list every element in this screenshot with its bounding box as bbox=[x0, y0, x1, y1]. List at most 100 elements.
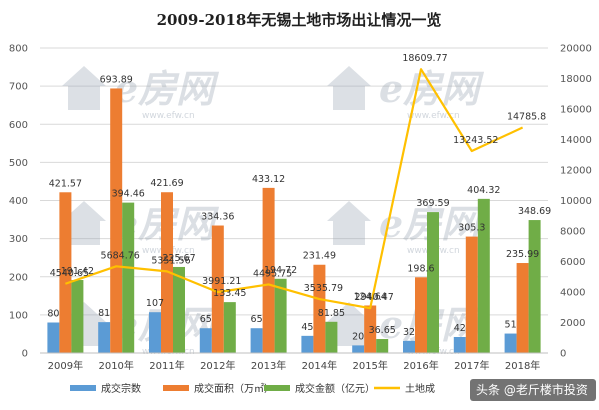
bar-2-2015年 bbox=[364, 305, 377, 353]
data-label: 65 bbox=[251, 314, 263, 325]
bar-1-2018年 bbox=[504, 333, 517, 353]
data-label: 20 bbox=[352, 331, 364, 342]
y-right-tick-label: 4000 bbox=[560, 288, 585, 299]
bar-1-2016年 bbox=[403, 340, 415, 353]
data-label: 235.99 bbox=[506, 249, 539, 260]
axes-layer: 0100200300400500600700800020004000600080… bbox=[9, 44, 592, 373]
y-right-tick-label: 2000 bbox=[560, 318, 585, 329]
bar-2-2009年 bbox=[59, 192, 72, 353]
bar-2-2010年 bbox=[110, 88, 123, 353]
bar-1-2009年 bbox=[47, 322, 60, 353]
data-label: 81.85 bbox=[318, 308, 345, 319]
y-left-tick-label: 600 bbox=[9, 120, 28, 131]
legend-swatch bbox=[264, 385, 290, 391]
bar-2-2017年 bbox=[465, 236, 478, 353]
bar-3-2014年 bbox=[325, 321, 338, 353]
data-label: 231.49 bbox=[303, 251, 336, 262]
legend-entry: 成交金额（亿元） bbox=[295, 382, 375, 395]
badge-text: 头条 @老斤楼市投资 bbox=[476, 382, 588, 397]
line-series bbox=[65, 68, 524, 310]
bar-3-2018年 bbox=[528, 220, 541, 353]
x-tick-label: 2017年 bbox=[454, 359, 489, 372]
watermark-url: www.efw.cn bbox=[142, 111, 195, 121]
y-right-tick-label: 6000 bbox=[560, 257, 585, 268]
watermark-logo-text: e房网 bbox=[114, 66, 219, 111]
bar-1-2017年 bbox=[453, 336, 466, 353]
x-tick-label: 2012年 bbox=[200, 359, 235, 372]
y-right-tick-label: 10000 bbox=[560, 196, 592, 207]
data-label: 14785.8 bbox=[507, 112, 546, 123]
x-tick-label: 2014年 bbox=[302, 359, 337, 372]
y-left-tick-label: 100 bbox=[9, 310, 28, 321]
data-label: 124.64 bbox=[354, 291, 387, 302]
watermark-logo-text: e房网 bbox=[379, 66, 484, 111]
bar-1-2011年 bbox=[149, 312, 161, 353]
data-label: 36.65 bbox=[369, 325, 396, 336]
house-icon bbox=[62, 201, 106, 245]
x-tick-label: 2009年 bbox=[48, 359, 83, 372]
data-label: 81 bbox=[98, 308, 110, 319]
data-label: 191.42 bbox=[61, 266, 94, 277]
bar-3-2013年 bbox=[274, 278, 287, 353]
bar-1-2010年 bbox=[98, 322, 111, 353]
y-right-tick-label: 0 bbox=[560, 349, 566, 360]
bar-3-2011年 bbox=[173, 266, 185, 353]
y-left-tick-label: 0 bbox=[22, 349, 28, 360]
y-right-tick-label: 18000 bbox=[560, 74, 592, 85]
data-label: 51 bbox=[505, 320, 517, 331]
data-label: 225.67 bbox=[162, 253, 195, 264]
chart-title: 2009-2018年无锡土地市场出让情况一览 bbox=[157, 11, 442, 29]
y-left-tick-label: 300 bbox=[9, 234, 28, 245]
bar-2-2013年 bbox=[262, 187, 275, 353]
data-label: 348.69 bbox=[518, 206, 551, 217]
bar-2-2012年 bbox=[211, 225, 224, 353]
data-label: 198.6 bbox=[407, 263, 434, 274]
bar-1-2013年 bbox=[250, 328, 263, 353]
bar-3-2017年 bbox=[477, 198, 490, 353]
legend-swatch bbox=[70, 385, 96, 391]
data-label: 2940.47 bbox=[355, 292, 394, 303]
bar-3-2015年 bbox=[376, 339, 389, 353]
data-label: 5684.76 bbox=[101, 250, 140, 261]
legend: 成交宗数 成交面积（万㎡） 成交金额（亿元） 土地成 bbox=[70, 382, 435, 395]
data-label: 334.36 bbox=[201, 212, 234, 223]
bar-2-2014年 bbox=[313, 264, 326, 353]
bar-3-2010年 bbox=[122, 202, 135, 353]
line-layer bbox=[65, 68, 524, 310]
bar-1-2014年 bbox=[301, 335, 314, 353]
legend-entry: 土地成 bbox=[405, 382, 435, 395]
x-tick-label: 2013年 bbox=[251, 359, 286, 372]
y-left-tick-label: 400 bbox=[9, 196, 28, 207]
y-right-tick-label: 16000 bbox=[560, 105, 592, 116]
y-right-tick-label: 12000 bbox=[560, 166, 592, 177]
house-icon bbox=[327, 302, 371, 346]
data-label: 133.45 bbox=[213, 288, 246, 299]
legend-swatch bbox=[163, 385, 189, 391]
x-tick-label: 2016年 bbox=[403, 359, 438, 372]
data-label: 421.57 bbox=[49, 178, 82, 189]
y-right-tick-label: 14000 bbox=[560, 135, 592, 146]
data-label: 421.69 bbox=[150, 178, 183, 189]
bar-2-2011年 bbox=[161, 192, 173, 353]
bar-3-2012年 bbox=[223, 302, 236, 353]
data-label: 194.72 bbox=[264, 265, 297, 276]
house-icon bbox=[327, 66, 371, 110]
data-label: 404.32 bbox=[467, 185, 500, 196]
y-left-tick-label: 700 bbox=[9, 82, 28, 93]
data-label: 693.89 bbox=[100, 74, 133, 85]
bar-1-2015年 bbox=[352, 345, 365, 353]
data-label: 18609.77 bbox=[402, 53, 447, 64]
watermark-url: www.efw.cn bbox=[407, 111, 460, 121]
bar-2-2018年 bbox=[516, 263, 529, 353]
data-labels-layer: 80 81 107 65 65 45 20 32 42 51 421.57 693.89 421.69 3… bbox=[47, 53, 551, 342]
data-label: 80 bbox=[47, 309, 59, 320]
legend-entry: 成交宗数 bbox=[101, 382, 141, 395]
data-label: 5351.56 bbox=[151, 255, 190, 266]
source-badge: 头条 @老斤楼市投资 bbox=[470, 379, 596, 401]
data-label: 305.3 bbox=[458, 223, 485, 234]
data-label: 4495.75 bbox=[253, 268, 292, 279]
bars-layer bbox=[47, 88, 541, 353]
data-label: 32 bbox=[403, 327, 415, 338]
